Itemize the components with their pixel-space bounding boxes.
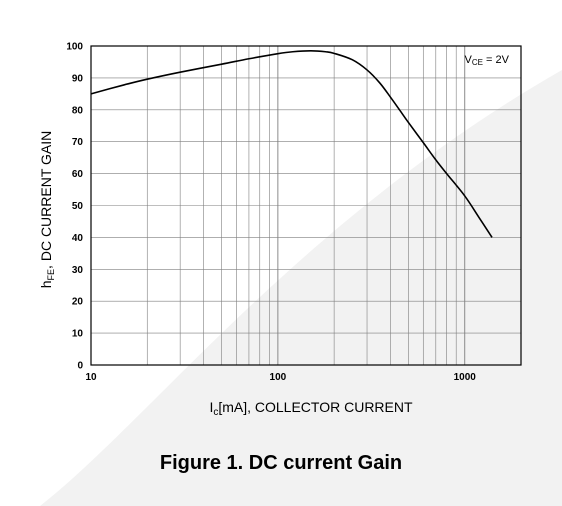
y-tick-label: 30 <box>72 265 84 276</box>
y-tick-label: 80 <box>72 105 84 116</box>
y-axis-title-sub: FE <box>46 269 56 281</box>
vce-annotation-main: V <box>465 54 473 66</box>
x-tick-label: 100 <box>270 372 287 383</box>
x-axis-title: Ic[mA], COLLECTOR CURRENT <box>209 399 413 418</box>
plot-frame <box>90 45 522 366</box>
x-axis-title-main: I <box>209 399 213 415</box>
y-axis-title-rest: , DC CURRENT GAIN <box>38 131 54 269</box>
y-tick-label: 10 <box>72 329 84 340</box>
y-tick-label: 40 <box>72 233 84 244</box>
grid-layer <box>91 46 521 365</box>
figure-caption: Figure 1. DC current Gain <box>159 452 403 474</box>
y-tick-label: 100 <box>66 42 83 53</box>
x-axis-title-sub: c <box>213 407 218 418</box>
y-tick-label: 20 <box>72 297 84 308</box>
vce-annotation-rest: = 2V <box>483 54 510 66</box>
gain-curve <box>90 49 493 238</box>
y-tick-label: 0 <box>77 361 83 372</box>
x-tick-label: 1000 <box>454 372 477 383</box>
vce-annotation: VCE = 2V <box>465 54 510 67</box>
x-tick-label: 10 <box>85 372 97 383</box>
y-axis-title-main: h <box>38 280 54 288</box>
y-tick-label: 90 <box>72 73 84 84</box>
y-axis-title: hFE, DC CURRENT GAIN <box>38 131 56 289</box>
y-tick-label: 50 <box>72 201 84 212</box>
x-axis-title-rest: [mA], COLLECTOR CURRENT <box>218 399 413 415</box>
y-tick-label: 60 <box>72 169 84 180</box>
background-swoosh <box>40 70 562 506</box>
vce-annotation-sub: CE <box>472 58 483 67</box>
y-tick-label: 70 <box>72 137 84 148</box>
